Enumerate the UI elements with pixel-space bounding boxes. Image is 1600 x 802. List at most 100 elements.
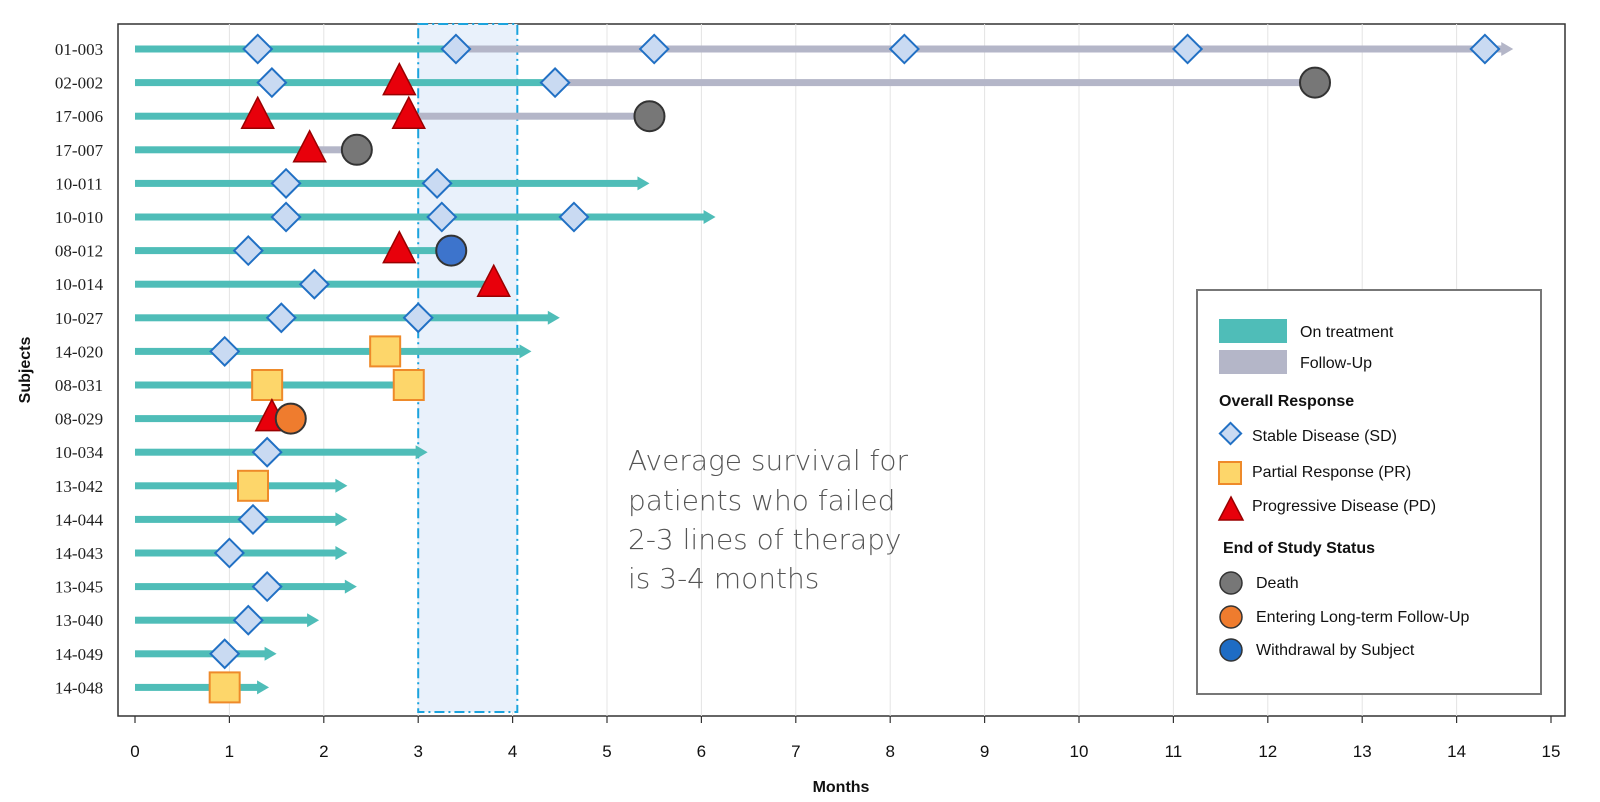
subject-label: 10-010 <box>55 208 103 227</box>
pr-marker <box>208 671 241 704</box>
follow-up-bar <box>455 45 1504 53</box>
x-axis-title: Months <box>813 779 870 796</box>
y-axis-title: Subjects <box>17 337 34 404</box>
pd-marker <box>391 95 426 129</box>
subject-label: 10-034 <box>55 443 104 462</box>
subject-label: 01-003 <box>55 40 103 59</box>
sd-marker <box>440 33 472 65</box>
survival-window <box>417 23 519 713</box>
sd-marker <box>213 537 245 569</box>
x-tick-label: 1 <box>225 742 234 761</box>
annotation-line-3: 2-3 lines of therapy <box>628 523 902 556</box>
on-treatment-arrow <box>307 613 320 628</box>
legend-swatch-on-treatment <box>1219 319 1287 343</box>
legend-pr: Partial Response (PR) <box>1252 464 1411 481</box>
on-treatment-bar <box>135 179 640 187</box>
grid-lines <box>228 24 1458 716</box>
legend-ltfu-marker <box>1219 605 1243 629</box>
subject-label: 14-048 <box>55 678 103 697</box>
x-tick-label: 7 <box>791 742 800 761</box>
x-tick-label: 14 <box>1447 742 1466 761</box>
death-marker <box>1299 66 1331 99</box>
subject-label: 13-045 <box>55 578 103 597</box>
subject-labels: 01-003 02-002 17-006 17-007 10-011 10-010 08-0… <box>55 40 104 697</box>
x-tick-label: 11 <box>1165 742 1183 761</box>
on-treatment-bar <box>135 583 347 591</box>
legend-pd: Progressive Disease (PD) <box>1252 498 1436 515</box>
subject-label: 08-031 <box>55 376 103 395</box>
annotation-line-4: is 3-4 months <box>628 562 819 595</box>
legend-death-marker <box>1219 571 1243 595</box>
subject-label: 10-027 <box>55 309 104 328</box>
on-treatment-bar <box>135 146 310 154</box>
on-treatment-bar <box>135 616 310 624</box>
x-axis: 0 1 2 3 4 5 6 7 8 9 10 11 12 13 14 15 <box>130 716 1560 761</box>
subject-label: 13-042 <box>55 477 103 496</box>
sd-marker <box>209 335 241 367</box>
on-treatment-bar <box>135 247 452 255</box>
x-tick-label: 3 <box>413 742 422 761</box>
on-treatment-bar <box>135 482 338 490</box>
subject-label: 10-014 <box>55 275 104 294</box>
pr-marker <box>237 469 269 502</box>
sd-marker <box>402 302 434 334</box>
sd-marker <box>1469 33 1501 65</box>
withdrawal-marker <box>435 234 468 267</box>
sd-marker <box>265 302 297 334</box>
subject-label: 10-011 <box>55 174 103 193</box>
on-treatment-arrow <box>703 210 716 224</box>
legend-withdrawal-marker <box>1219 638 1243 662</box>
sd-marker <box>256 67 288 99</box>
sd-marker <box>232 604 264 636</box>
subject-label: 14-020 <box>55 342 103 361</box>
x-tick-label: 0 <box>130 742 139 761</box>
legend-follow-up: Follow-Up <box>1300 355 1372 372</box>
sd-marker <box>251 436 283 468</box>
subject-label: 08-012 <box>55 242 103 261</box>
pd-marker <box>240 95 275 129</box>
legend-death: Death <box>1256 575 1299 592</box>
subject-label: 08-029 <box>55 410 103 429</box>
on-treatment-bar <box>135 112 419 120</box>
on-treatment-arrow <box>637 176 650 191</box>
on-treatment-bar <box>135 213 706 221</box>
on-treatment-arrow <box>335 478 348 493</box>
on-treatment-bar <box>135 79 551 87</box>
legend-swatch-follow-up <box>1219 350 1287 374</box>
x-tick-label: 5 <box>602 742 611 761</box>
sd-marker <box>270 167 302 199</box>
legend-sd: Stable Disease (SD) <box>1252 428 1397 445</box>
on-treatment-bar <box>135 415 291 423</box>
sd-marker <box>1172 33 1204 65</box>
on-treatment-bar <box>135 314 550 322</box>
sd-marker <box>888 33 920 65</box>
on-treatment-arrow <box>264 646 277 661</box>
sd-marker <box>539 67 571 99</box>
sd-marker <box>232 235 264 267</box>
survival-annotation: Average survival for patients who failed… <box>628 444 909 595</box>
on-treatment-arrow <box>344 579 357 594</box>
x-tick-label: 15 <box>1542 742 1561 761</box>
on-treatment-bar <box>135 683 260 691</box>
on-treatment-arrow <box>519 344 532 359</box>
follow-up-bar <box>309 146 357 154</box>
sd-marker <box>426 201 458 233</box>
x-tick-label: 4 <box>508 742 517 761</box>
annotation-line-2: patients who failed <box>628 484 895 517</box>
pr-marker <box>369 335 402 368</box>
on-treatment-bar <box>135 347 522 355</box>
sd-marker <box>421 167 453 199</box>
subject-label: 14-043 <box>55 544 103 563</box>
sd-marker <box>242 33 274 65</box>
legend-status-title: End of Study Status <box>1223 540 1375 557</box>
subject-label: 14-044 <box>55 510 104 529</box>
follow-up-bar <box>418 112 650 120</box>
sd-marker <box>638 33 670 65</box>
legend-on-treatment: On treatment <box>1300 324 1394 341</box>
x-tick-label: 2 <box>319 742 328 761</box>
on-treatment-arrow <box>547 310 560 325</box>
sd-marker <box>251 571 283 603</box>
follow-up-bar <box>550 79 1315 87</box>
subject-label: 17-007 <box>55 141 104 160</box>
